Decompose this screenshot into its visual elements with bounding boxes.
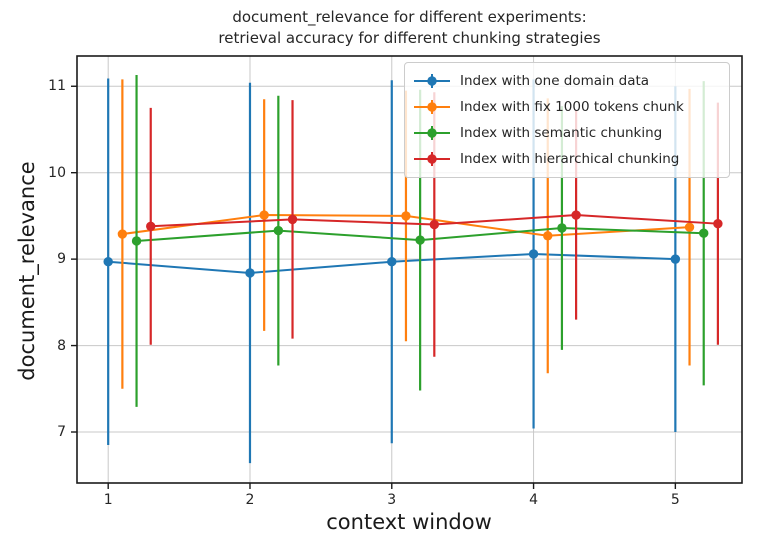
axes-border: [76, 55, 743, 484]
y-tick-label: 8: [57, 337, 66, 354]
x-tick-label: 5: [670, 492, 680, 508]
legend-item-label: Index with fix 1000 tokens chunk: [460, 99, 684, 115]
y-tick-label: 7: [57, 424, 66, 440]
y-tick-label: 10: [48, 164, 66, 181]
legend-item: Index with one domain data: [412, 69, 720, 93]
legend-errorbar-marker-icon: [414, 152, 450, 166]
data-point-marker: [684, 222, 695, 232]
chart-title: document_relevance for different experim…: [218, 8, 601, 47]
legend-item: Index with hierarchical chunking: [412, 147, 720, 171]
data-point-marker: [273, 225, 284, 236]
legend: Index with one domain data Index with fix…: [404, 62, 730, 178]
data-point-marker: [713, 218, 723, 229]
legend-errorbar-marker-icon: [414, 74, 450, 88]
legend-item: Index with fix 1000 tokens chunk: [412, 95, 720, 119]
x-tick-label: 4: [529, 492, 539, 508]
data-point-marker: [528, 249, 539, 259]
data-point-marker: [103, 257, 113, 267]
y-tick-label: 9: [57, 251, 66, 268]
legend-errorbar-marker-icon: [414, 126, 450, 140]
legend-item: Index with semantic chunking: [412, 121, 720, 145]
data-point-marker: [571, 210, 581, 220]
data-point-marker: [401, 211, 411, 221]
data-point-marker: [429, 219, 440, 230]
y-tick-label: 11: [48, 78, 66, 95]
data-point-marker: [415, 235, 425, 245]
x-tick-label: 3: [387, 492, 397, 508]
x-axis-label: context window: [326, 510, 492, 534]
data-point-marker: [557, 223, 567, 233]
x-tick-label: 2: [245, 492, 255, 508]
y-axis-label: document_relevance: [15, 161, 39, 381]
data-point-marker: [387, 257, 397, 267]
legend-errorbar-marker-icon: [414, 100, 450, 114]
data-point-marker: [699, 228, 709, 238]
data-point-marker: [117, 229, 128, 239]
data-point-marker: [259, 210, 269, 220]
data-point-marker: [245, 268, 255, 278]
data-point-marker: [543, 231, 553, 241]
x-tick-label: 1: [103, 492, 113, 508]
data-point-marker: [670, 254, 681, 264]
legend-item-label: Index with semantic chunking: [460, 125, 663, 141]
legend-item-label: Index with one domain data: [460, 73, 650, 89]
data-point-marker: [131, 236, 142, 246]
legend-item-label: Index with hierarchical chunking: [460, 151, 680, 167]
data-point-marker: [287, 214, 298, 225]
data-point-marker: [146, 221, 156, 231]
